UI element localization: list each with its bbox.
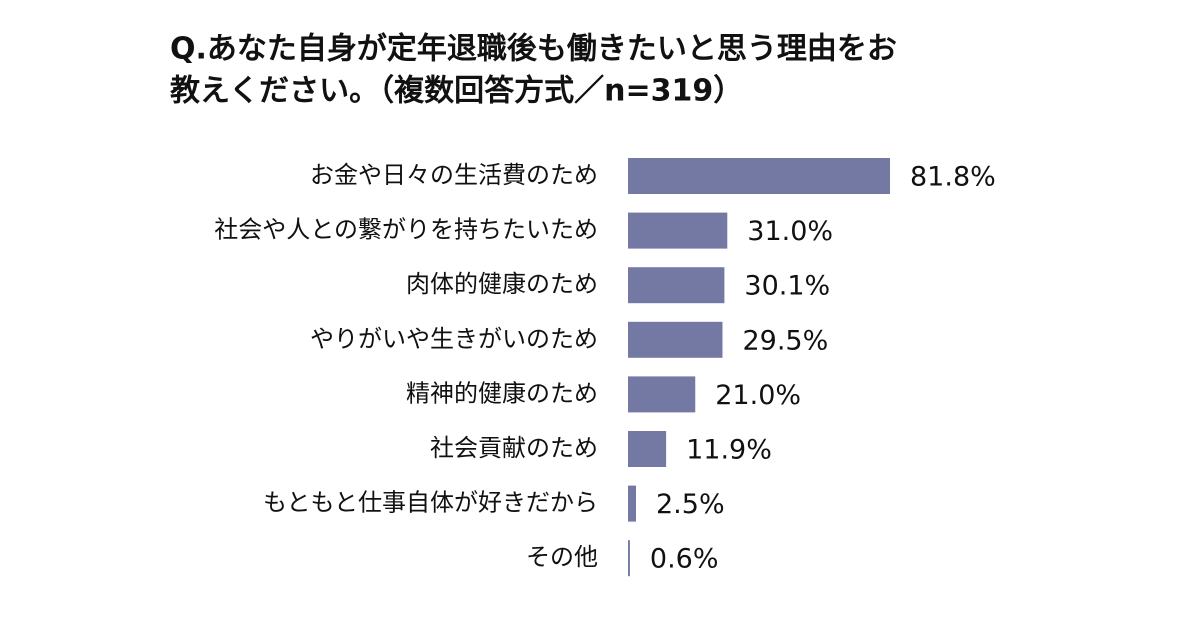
value-label: 11.9% xyxy=(686,435,772,466)
category-label: 肉体的健康のため xyxy=(406,270,598,298)
value-label: 30.1% xyxy=(744,271,830,302)
value-label: 21.0% xyxy=(715,380,801,411)
value-label: 31.0% xyxy=(747,216,833,247)
bar xyxy=(628,485,637,522)
value-label: 29.5% xyxy=(742,325,828,356)
category-label: やりがいや生きがいのため xyxy=(310,325,598,353)
category-label: その他 xyxy=(526,543,598,571)
bar xyxy=(628,431,667,467)
bar xyxy=(628,376,696,413)
bar xyxy=(628,267,725,304)
chart-title: Q.あなた自身が定年退職後も働きたいと思う理由をお xyxy=(170,32,897,67)
category-label: 社会や人との繋がりを持ちたいため xyxy=(214,216,598,244)
value-label: 2.5% xyxy=(656,489,725,520)
category-label: 社会貢献のため xyxy=(430,434,598,462)
value-label: 81.8% xyxy=(910,162,996,193)
bar xyxy=(628,212,728,249)
bar xyxy=(628,321,723,358)
bar xyxy=(628,158,890,194)
category-label: もともと仕事自体が好きだから xyxy=(263,489,598,517)
value-label: 0.6% xyxy=(650,544,719,575)
category-label: お金や日々の生活費のため xyxy=(310,161,598,189)
bar xyxy=(628,540,630,577)
chart-title: 教えください。（複数回答方式／n=319） xyxy=(170,74,743,109)
category-label: 精神的健康のため xyxy=(406,379,598,407)
